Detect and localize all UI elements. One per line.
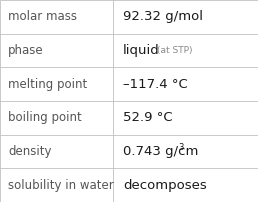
Text: density: density [8,145,52,158]
Text: liquid: liquid [123,44,160,57]
Text: –117.4 °C: –117.4 °C [123,78,188,91]
Text: molar mass: molar mass [8,10,77,23]
Text: 52.9 °C: 52.9 °C [123,111,173,124]
Text: solubility in water: solubility in water [8,179,114,192]
Text: 0.743 g/cm: 0.743 g/cm [123,145,198,158]
Text: boiling point: boiling point [8,111,82,124]
Text: 92.32 g/mol: 92.32 g/mol [123,10,203,23]
Text: decomposes: decomposes [123,179,207,192]
Text: phase: phase [8,44,44,57]
Text: 3: 3 [178,142,183,152]
Text: melting point: melting point [8,78,87,91]
Text: (at STP): (at STP) [157,46,192,55]
